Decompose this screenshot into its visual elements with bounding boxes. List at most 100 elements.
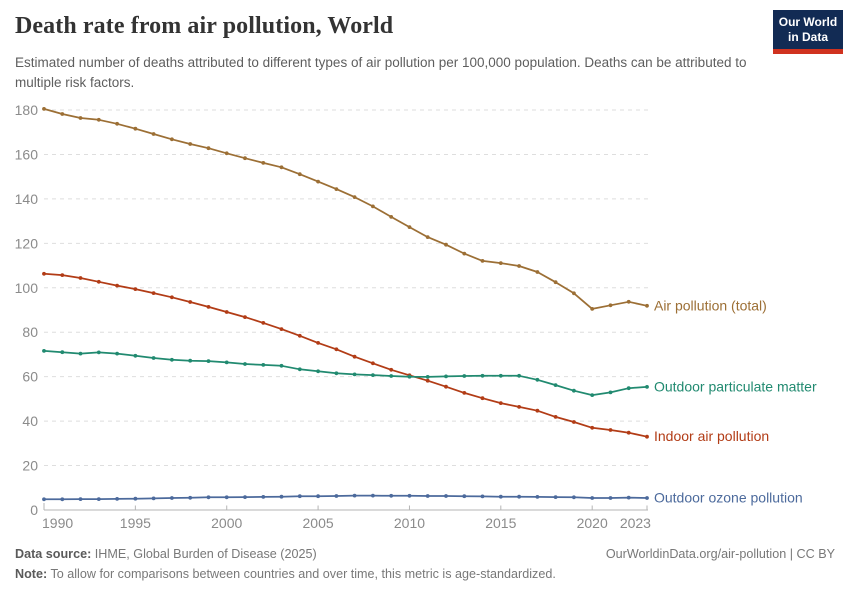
series-point-outdoor-particulate-matter [188,358,193,363]
series-point-outdoor-particulate-matter [60,350,65,355]
series-point-outdoor-ozone-pollution [535,495,540,499]
series-point-outdoor-particulate-matter [115,351,119,356]
series-point-air-pollution-total [444,242,448,247]
series-point-air-pollution-total [553,280,558,285]
series-point-outdoor-particulate-matter [279,363,284,368]
series-point-air-pollution-total [78,116,83,120]
series-point-outdoor-particulate-matter [645,385,649,389]
series-point-air-pollution-total [517,264,521,268]
data-source-value: IHME, Global Burden of Disease (2025) [91,547,317,561]
series-point-air-pollution-total [188,142,193,146]
series-point-outdoor-particulate-matter [96,350,101,355]
series-point-indoor-air-pollution [517,405,521,409]
note-value: To allow for comparisons between countri… [47,567,556,581]
series-label-air-pollution-total: Air pollution (total) [654,297,767,313]
series-point-air-pollution-total [151,132,156,136]
x-tick-label: 2023 [620,515,651,531]
series-point-outdoor-ozone-pollution [206,495,211,500]
series-point-indoor-air-pollution [42,271,46,276]
series-point-air-pollution-total [42,107,46,111]
series-point-outdoor-ozone-pollution [60,497,65,502]
series-point-outdoor-ozone-pollution [626,495,631,500]
series-point-indoor-air-pollution [243,315,247,319]
series-point-outdoor-particulate-matter [389,374,394,378]
series-point-indoor-air-pollution [553,415,558,419]
owid-logo-line1: Our World [778,15,838,29]
series-point-outdoor-ozone-pollution [151,496,156,501]
series-point-air-pollution-total [608,303,613,308]
series-label-outdoor-ozone-pollution: Outdoor ozone pollution [654,490,803,506]
series-point-outdoor-ozone-pollution [407,493,412,498]
series-point-air-pollution-total [572,291,576,296]
series-point-outdoor-ozone-pollution [480,494,485,499]
series-point-outdoor-particulate-matter [206,359,211,363]
series-point-air-pollution-total [645,303,649,308]
series-point-outdoor-particulate-matter [224,360,229,365]
series-line-indoor-air-pollution [43,272,648,438]
series-point-indoor-air-pollution [133,287,138,291]
x-tick-label: 2015 [485,515,516,531]
series-label-outdoor-particulate-matter: Outdoor particulate matter [654,378,817,394]
series-point-indoor-air-pollution [115,283,119,288]
series-point-outdoor-ozone-pollution [133,496,138,501]
series-point-indoor-air-pollution [206,305,211,309]
series-point-indoor-air-pollution [261,321,266,325]
series-point-outdoor-particulate-matter [297,367,302,372]
series-point-outdoor-particulate-matter [334,371,339,376]
y-tick-label: 180 [15,102,39,118]
series-point-indoor-air-pollution [60,273,65,277]
series-point-indoor-air-pollution [188,300,193,304]
series-point-indoor-air-pollution [151,291,156,295]
owid-link[interactable]: OurWorldinData.org/air-pollution | CC BY [605,547,835,561]
series-point-outdoor-ozone-pollution [590,496,595,500]
y-tick-label: 100 [15,280,39,296]
series-point-indoor-air-pollution [224,310,229,314]
series-point-air-pollution-total [462,251,467,256]
series-point-air-pollution-total [498,261,503,265]
data-source-label: Data source: [15,547,92,561]
series-point-air-pollution-total [279,165,284,170]
series-point-air-pollution-total [243,156,247,161]
series-point-outdoor-ozone-pollution [115,497,119,501]
series-point-outdoor-particulate-matter [553,383,558,387]
series-point-indoor-air-pollution [389,367,394,372]
series-point-outdoor-particulate-matter [352,372,357,377]
series-point-air-pollution-total [590,307,595,311]
series-point-outdoor-ozone-pollution [352,493,357,498]
series-point-indoor-air-pollution [480,396,485,401]
series-point-outdoor-particulate-matter [78,351,83,356]
page-title: Death rate from air pollution, World [15,13,394,39]
series-point-indoor-air-pollution [334,347,339,352]
y-tick-label: 40 [22,413,38,429]
series-point-outdoor-ozone-pollution [243,495,247,499]
series-point-outdoor-ozone-pollution [96,497,101,501]
owid-logo[interactable]: Our World in Data [773,10,843,54]
series-point-indoor-air-pollution [78,276,83,280]
series-point-air-pollution-total [133,126,138,131]
series-point-indoor-air-pollution [626,430,631,435]
series-point-indoor-air-pollution [498,401,503,405]
line-chart: 0 20 40 60 80 100 120 140 160 180 1990 1995 2000 2005… [15,102,817,531]
series-point-outdoor-particulate-matter [243,362,247,366]
series-point-indoor-air-pollution [608,428,613,432]
series-point-outdoor-ozone-pollution [462,494,467,499]
series-point-indoor-air-pollution [590,425,595,430]
series-point-outdoor-particulate-matter [498,373,503,378]
series-point-outdoor-particulate-matter [572,388,576,393]
x-tick-label: 1990 [42,515,73,531]
data-source: Data source: IHME, Global Burden of Dise… [15,547,317,561]
y-tick-label: 160 [15,146,39,162]
series-point-outdoor-particulate-matter [444,374,448,379]
series-point-outdoor-ozone-pollution [645,496,649,500]
series-point-outdoor-ozone-pollution [517,494,521,499]
series-point-outdoor-particulate-matter [535,377,540,382]
series-line-air-pollution-total [43,108,648,310]
series-point-outdoor-particulate-matter [608,390,613,395]
x-tick-label: 2005 [303,515,334,531]
series-point-outdoor-ozone-pollution [371,493,375,498]
series-point-indoor-air-pollution [279,327,284,331]
series-point-air-pollution-total [352,195,357,199]
series-point-outdoor-ozone-pollution [608,496,613,500]
series-point-outdoor-ozone-pollution [389,493,394,498]
